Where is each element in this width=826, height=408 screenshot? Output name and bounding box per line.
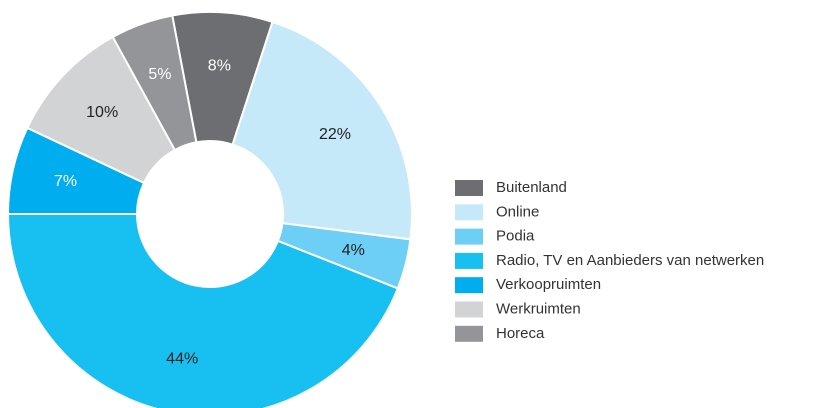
legend-swatch: [455, 277, 483, 294]
legend-label: Online: [496, 203, 539, 220]
legend-swatch: [455, 204, 483, 221]
legend-label: Verkoopruimten: [496, 276, 601, 293]
legend-swatch: [455, 252, 483, 269]
slice: [111, 14, 198, 152]
legend-label: Podia: [496, 228, 535, 245]
slice: [6, 212, 400, 408]
legend-swatch: [455, 180, 483, 196]
data-label: 4%: [342, 242, 365, 259]
data-label: 7%: [54, 173, 77, 190]
legend-label: Horeca: [496, 325, 545, 342]
legend-label: Radio, TV en Aanbieders van netwerken: [496, 252, 764, 269]
data-label: 22%: [319, 126, 351, 143]
data-label: 5%: [148, 66, 171, 83]
data-label: 10%: [86, 104, 118, 121]
legend-label: Buitenland: [496, 179, 567, 196]
data-label: 44%: [166, 351, 198, 368]
legend-label: Werkruimten: [496, 300, 581, 317]
legend-swatch: [455, 301, 483, 318]
slice: [231, 20, 413, 241]
data-label: 8%: [208, 58, 231, 75]
legend-swatch: [455, 325, 483, 342]
legend-swatch: [455, 228, 483, 245]
